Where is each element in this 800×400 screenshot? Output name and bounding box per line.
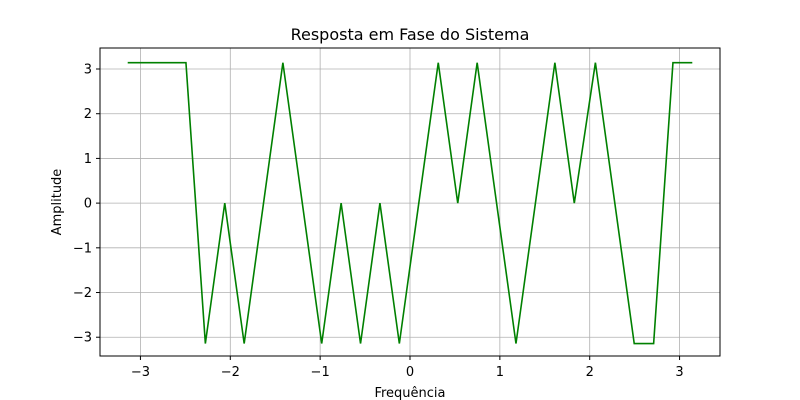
y-axis-label: Amplitude	[50, 169, 65, 236]
y-tick-label: 1	[84, 152, 92, 167]
x-tick-label: 1	[496, 365, 504, 380]
x-tick-label: 0	[406, 365, 414, 380]
y-tick-label: −1	[73, 241, 92, 256]
x-tick-label: 2	[586, 365, 594, 380]
x-tick-label: −1	[311, 365, 330, 380]
x-axis-label: Frequência	[374, 386, 445, 400]
x-axis: −3 −2 −1 0 1 2 3	[131, 356, 684, 380]
grid	[100, 48, 720, 356]
series-group	[127, 61, 693, 345]
y-tick-label: −3	[73, 331, 92, 346]
y-tick-label: 3	[84, 63, 92, 78]
x-tick-label: 3	[675, 365, 683, 380]
series-line	[127, 61, 693, 345]
y-axis: −3 −2 −1 0 1 2 3	[73, 63, 100, 346]
y-tick-label: 2	[84, 107, 92, 122]
x-tick-label: −2	[221, 365, 240, 380]
y-tick-label: 0	[84, 197, 92, 212]
x-tick-label: −3	[131, 365, 150, 380]
chart-title: Resposta em Fase do Sistema	[291, 25, 530, 44]
y-tick-label: −2	[73, 286, 92, 301]
